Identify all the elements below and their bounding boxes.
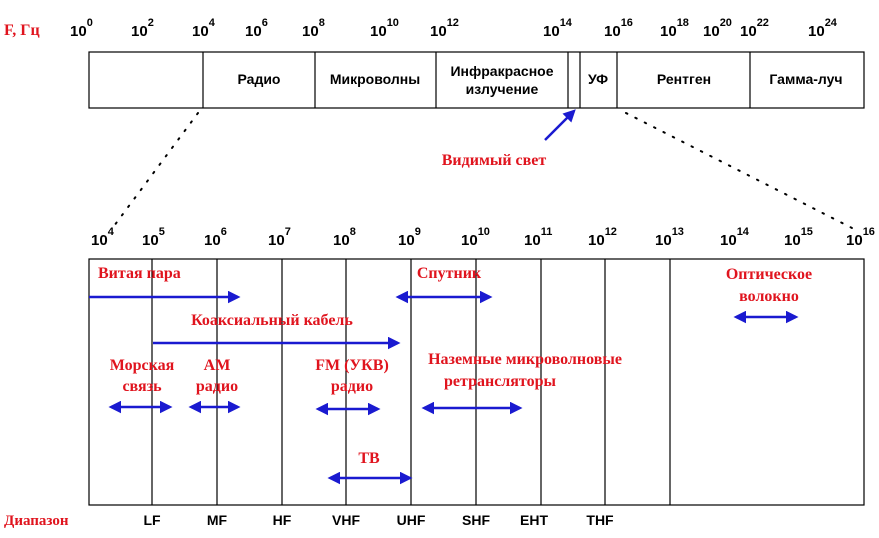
top-tick-16: 1016: [604, 17, 633, 40]
lower-tick-10: 1010: [461, 226, 490, 249]
optical-fiber-label-line1: Оптическое: [726, 266, 812, 283]
lower-tick-6: 106: [204, 226, 227, 249]
range-shf: SHF: [462, 512, 490, 528]
top-tick-6: 106: [245, 17, 268, 40]
am-label-line2: радио: [196, 378, 238, 395]
top-tick-22: 1022: [740, 17, 769, 40]
lower-tick-9: 109: [398, 226, 421, 249]
range-hf: HF: [273, 512, 292, 528]
top-tick-24: 1024: [808, 17, 838, 40]
optical-fiber-label-line2: волокно: [739, 288, 799, 305]
range-lf: LF: [143, 512, 161, 528]
range-uhf: UHF: [397, 512, 426, 528]
lower-tick-16: 1016: [846, 226, 875, 249]
band-microwaves: Микроволны: [330, 71, 420, 87]
lower-tick-8: 108: [333, 226, 356, 249]
tv-label: ТВ: [358, 450, 380, 467]
top-tick-8: 108: [302, 17, 325, 40]
lower-tick-15: 1015: [784, 226, 813, 249]
lower-tick-12: 1012: [588, 226, 617, 249]
terrestrial-label-line1: Наземные микроволновые: [428, 351, 622, 368]
spectrum-bar: [88, 51, 865, 109]
maritime-label-line2: связь: [122, 378, 162, 395]
fm-label-line2: радио: [331, 378, 373, 395]
am-label-line1: AM: [204, 357, 231, 374]
band-uv: УФ: [588, 71, 608, 87]
lower-tick-11: 1011: [524, 226, 552, 249]
top-tick-12: 1012: [430, 17, 459, 40]
maritime-label-line1: Морская: [110, 357, 175, 374]
range-mf: MF: [207, 512, 228, 528]
range-eht: EHT: [520, 512, 548, 528]
satellite-label: Спутник: [417, 265, 482, 282]
range-thf: THF: [586, 512, 614, 528]
top-tick-4: 104: [192, 17, 216, 40]
band-infrared-line1: Инфракрасное: [450, 63, 553, 79]
lower-tick-5: 105: [142, 226, 165, 249]
top-tick-20: 1020: [703, 17, 732, 40]
band-gamma: Гамма-луч: [769, 71, 842, 87]
lower-tick-13: 1013: [655, 226, 684, 249]
top-tick-18: 1018: [660, 17, 689, 40]
band-infrared-line2: излучение: [466, 81, 539, 97]
visible-light-arrow: [544, 109, 576, 141]
twisted-pair-label: Витая пара: [98, 265, 181, 282]
top-tick-14: 1014: [543, 17, 573, 40]
top-tick-0: 100: [70, 17, 93, 40]
band-radio: Радио: [238, 71, 281, 87]
coax-label: Коаксиальный кабель: [191, 312, 353, 329]
lower-tick-4: 104: [91, 226, 115, 249]
terrestrial-label-line2: ретрансляторы: [444, 373, 556, 390]
lower-tick-7: 107: [268, 226, 291, 249]
zoom-line-right: [625, 112, 853, 229]
visible-light-label: Видимый свет: [442, 152, 547, 169]
fm-label-line1: FM (УКВ): [315, 357, 389, 374]
zoom-line-left: [113, 112, 199, 227]
lower-tick-14: 1014: [720, 226, 750, 249]
top-tick-2: 102: [131, 17, 154, 40]
top-tick-10: 1010: [370, 17, 399, 40]
frequency-axis-label: F, Гц: [4, 22, 40, 39]
band-xray: Рентген: [657, 71, 711, 87]
range-vhf: VHF: [332, 512, 360, 528]
range-label: Диапазон: [4, 513, 69, 529]
